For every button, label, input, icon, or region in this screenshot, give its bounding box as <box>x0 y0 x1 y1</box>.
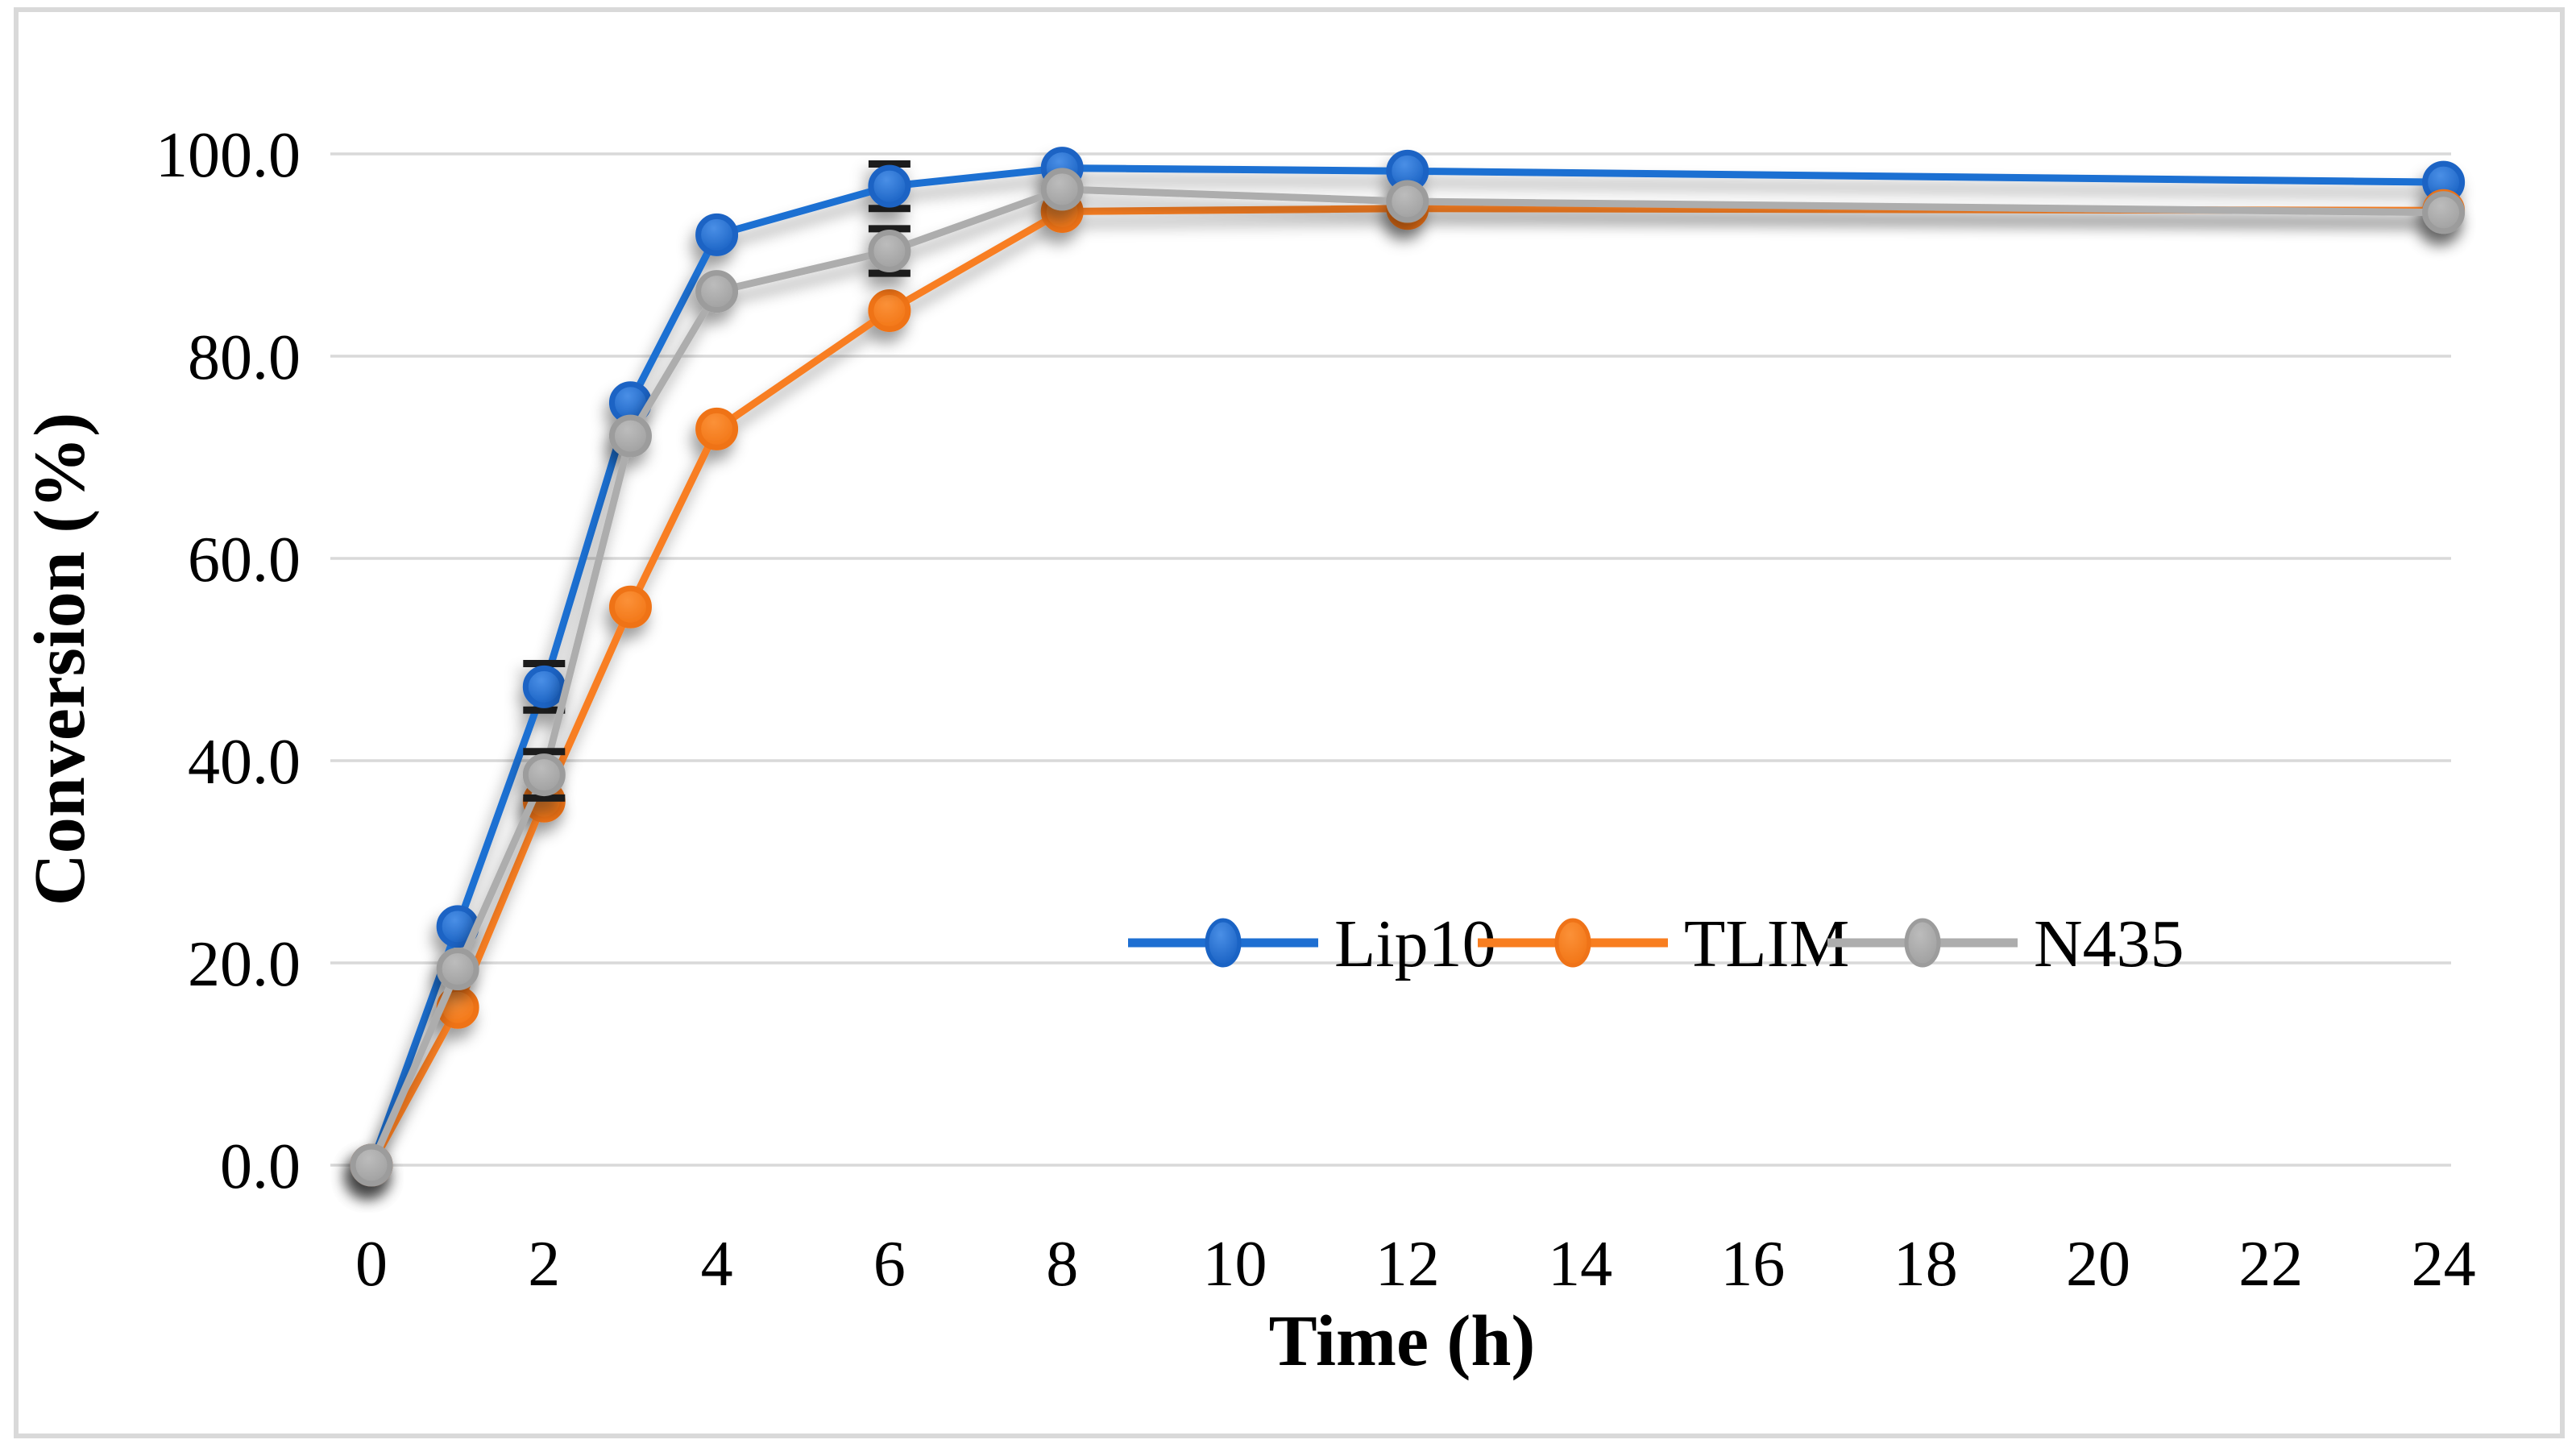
legend-item-n435: N435 <box>1827 907 2184 981</box>
y-tick-label-80.0: 80.0 <box>188 322 301 393</box>
y-axis-title: Conversion (%) <box>20 413 100 906</box>
marker-n435-2h <box>522 753 566 797</box>
x-tick-label-20: 20 <box>2066 1229 2130 1300</box>
figure-border <box>14 7 2565 1438</box>
marker-lip10-2h <box>522 665 566 708</box>
marker-n435-8h <box>1040 168 1084 211</box>
marker-lip10-4h <box>695 213 739 256</box>
series-n435 <box>350 168 2466 1187</box>
legend-label-lip10: Lip10 <box>1334 907 1496 981</box>
marker-n435-24h <box>2422 191 2466 234</box>
marker-n435-0h <box>350 1143 393 1187</box>
y-tick-label-0.0: 0.0 <box>220 1131 301 1202</box>
legend-label-n435: N435 <box>2034 907 2184 981</box>
y-tick-label-40.0: 40.0 <box>188 727 301 798</box>
y-tick-label-100.0: 100.0 <box>156 120 301 191</box>
legend-label-tlim: TLIM <box>1684 907 1849 981</box>
legend-item-tlim: TLIM <box>1478 907 1849 981</box>
legend: Lip10 TLIM N435 <box>1128 907 2184 981</box>
x-tick-label-10: 10 <box>1203 1229 1267 1300</box>
x-tick-label-4: 4 <box>701 1229 733 1300</box>
marker-n435-12h <box>1386 180 1429 223</box>
x-tick-label-16: 16 <box>1720 1229 1785 1300</box>
gridlines <box>330 152 2451 1167</box>
x-tick-label-12: 12 <box>1375 1229 1440 1300</box>
series-lip10 <box>350 147 2466 1187</box>
marker-n435-6h <box>868 229 911 272</box>
marker-n435-3h <box>608 414 652 458</box>
series-tlim <box>350 187 2466 1187</box>
marker-tlim-4h <box>695 407 739 450</box>
marker-tlim-3h <box>608 585 652 629</box>
x-axis-title: Time (h) <box>1269 1301 1536 1381</box>
legend-marker-lip10 <box>1205 918 1242 968</box>
series-line-lip10 <box>367 164 2448 1169</box>
x-tick-label-14: 14 <box>1548 1229 1612 1300</box>
y-tick-label-20.0: 20.0 <box>188 929 301 1000</box>
marker-n435-4h <box>695 270 739 313</box>
marker-tlim-6h <box>868 289 911 333</box>
series-line-n435 <box>367 185 2448 1169</box>
x-tick-label-18: 18 <box>1894 1229 1958 1300</box>
marker-lip10-6h <box>868 164 911 208</box>
x-tick-label-6: 6 <box>873 1229 906 1300</box>
x-tick-label-8: 8 <box>1046 1229 1078 1300</box>
x-tick-label-22: 22 <box>2238 1229 2303 1300</box>
legend-marker-n435 <box>1904 918 1941 968</box>
legend-item-lip10: Lip10 <box>1128 907 1496 981</box>
marker-n435-1h <box>436 948 479 991</box>
x-tick-label-0: 0 <box>355 1229 388 1300</box>
series-layer <box>350 147 2466 1187</box>
x-tick-label-2: 2 <box>528 1229 560 1300</box>
x-tick-label-24: 24 <box>2412 1229 2476 1300</box>
y-tick-label-60.0: 60.0 <box>188 525 301 595</box>
legend-marker-tlim <box>1554 918 1591 968</box>
